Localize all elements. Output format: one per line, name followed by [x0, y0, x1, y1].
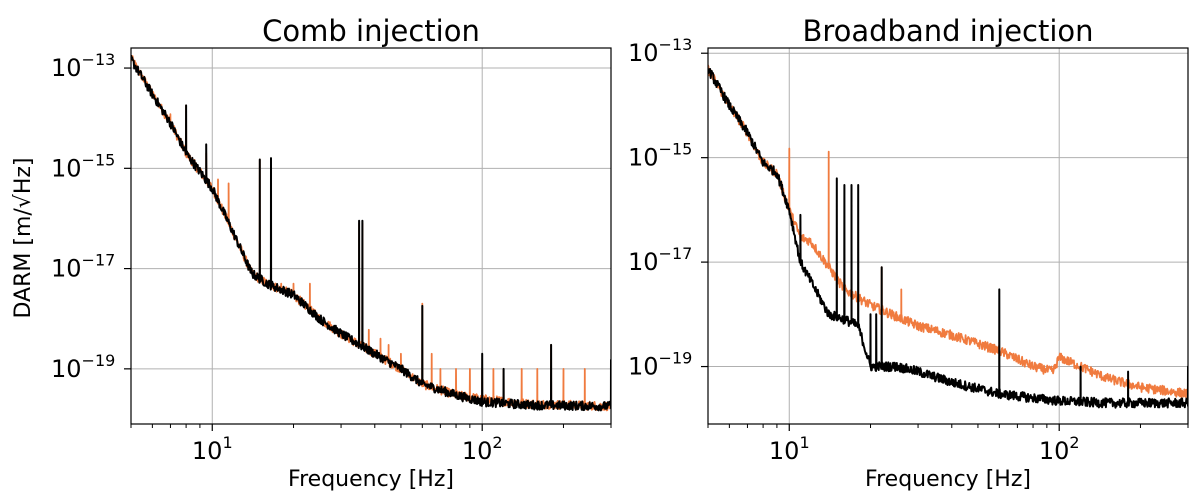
y-tick-label: 10−13: [628, 35, 692, 67]
x-tick-label: 102: [462, 433, 503, 465]
panel-title: Broadband injection: [802, 14, 1093, 48]
y-tick-label: 10−13: [51, 50, 115, 82]
x-axis-label: Frequency [Hz]: [865, 467, 1031, 492]
y-tick-label: 10−17: [51, 251, 115, 283]
shared-y-axis-label: DARM [m/√Hz]: [11, 158, 36, 319]
x-tick-label: 101: [769, 433, 810, 465]
panel-title: Comb injection: [262, 14, 480, 48]
injection-series-line: [131, 55, 611, 412]
plot-frame: [707, 47, 1189, 425]
y-tick-label: 10−15: [51, 150, 115, 182]
x-axis-label: Frequency [Hz]: [288, 467, 454, 492]
comb-injection-panel: Comb injection 101 102 10−13 10−15 10−17 10−19…: [51, 14, 612, 492]
injection-series-line: [708, 64, 1188, 399]
reference-series-line: [131, 54, 611, 412]
grid: [708, 48, 1188, 424]
y-tick-label: 10−19: [51, 351, 115, 383]
plot-frame: [130, 47, 612, 425]
reference-series-line: [708, 68, 1188, 409]
grid: [131, 48, 611, 424]
y-tick-label: 10−19: [628, 349, 692, 381]
broadband-injection-panel: Broadband injection 101 102 10−13 10−15 10−17…: [628, 14, 1189, 492]
x-tick-label: 102: [1039, 433, 1080, 465]
x-tick-label: 101: [192, 433, 233, 465]
y-tick-label: 10−15: [628, 140, 692, 172]
y-tick-label: 10−17: [628, 244, 692, 276]
